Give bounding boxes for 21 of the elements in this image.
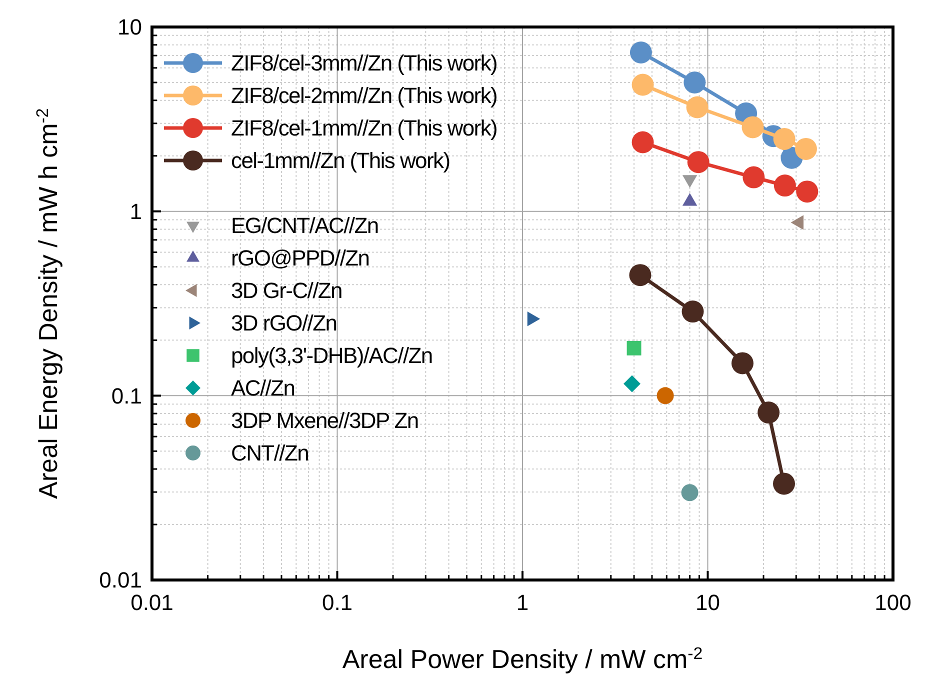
legend-label: rGO@PPD//Zn [231, 246, 370, 271]
legend-label: CNT//Zn [231, 440, 309, 466]
legend-label: poly(3,3'-DHB)/AC//Zn [231, 343, 432, 368]
x-tick-label: 10 [696, 590, 720, 615]
legend-label: EG/CNT/AC//Zn [231, 213, 378, 238]
x-tick-label: 100 [874, 590, 912, 615]
x-axis-title: Areal Power Density / mW cm$^{-2}$ [342, 644, 703, 674]
y-tick-label: 10 [118, 14, 142, 40]
y-tick-label: 1 [130, 199, 142, 224]
x-tick-label: 1 [516, 590, 529, 615]
legend-label: ZIF8/cel-1mm//Zn (This work) [231, 116, 498, 141]
y-tick-label: 0.01 [99, 568, 142, 593]
y-tick-label: 0.1 [111, 383, 142, 408]
legend-label: 3D Gr-C//Zn [231, 278, 342, 304]
legend-label: ZIF8/cel-2mm//Zn (This work) [231, 83, 498, 108]
legend-label: 3DP Mxene//3DP Zn [231, 408, 418, 434]
legend-label: cel-1mm//Zn (This work) [231, 148, 450, 174]
legend-label: ZIF8/cel-3mm//Zn (This work) [231, 50, 498, 76]
legend-label: 3D rGO//Zn [231, 310, 337, 336]
x-tick-label: 0.1 [322, 590, 353, 615]
legend-label: AC//Zn [231, 376, 295, 401]
